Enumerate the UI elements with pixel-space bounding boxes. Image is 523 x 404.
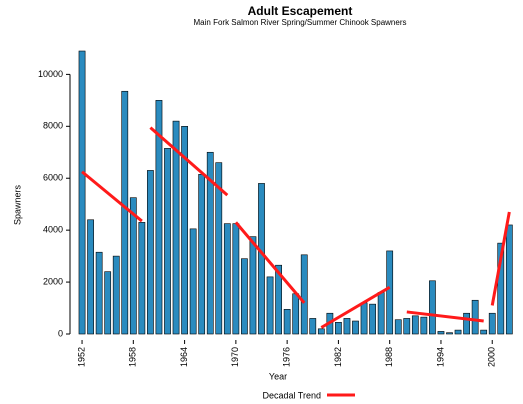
bar — [292, 293, 300, 335]
bar — [411, 315, 419, 335]
bar — [258, 183, 265, 335]
bar — [394, 319, 402, 335]
bar — [164, 148, 171, 335]
y-tick-label: 2000 — [43, 276, 63, 286]
bar — [283, 309, 291, 335]
bar — [309, 318, 317, 335]
bar — [429, 280, 436, 335]
x-tick-label: 1976 — [282, 347, 292, 367]
bar — [300, 254, 308, 335]
bar — [206, 151, 214, 335]
bar — [104, 271, 112, 335]
x-tick-label: 1958 — [128, 347, 138, 367]
trend-line — [490, 211, 511, 306]
chart-subtitle: Main Fork Salmon River Spring/Summer Chi… — [194, 18, 407, 27]
trend-line — [149, 126, 229, 197]
y-tick-label: 8000 — [43, 121, 63, 131]
bar — [403, 318, 411, 335]
x-tick-label: 1970 — [230, 347, 240, 367]
bar — [377, 292, 385, 335]
bar — [266, 276, 274, 335]
bar — [420, 316, 428, 335]
bar — [386, 250, 394, 335]
bar — [215, 162, 223, 335]
bar — [172, 120, 180, 335]
bar — [505, 224, 513, 335]
x-tick-label: 1982 — [333, 347, 343, 367]
x-tick-label: 1964 — [179, 347, 189, 367]
x-tick-label: 1988 — [384, 347, 394, 367]
bar — [463, 312, 470, 335]
bar — [147, 170, 154, 335]
y-axis-label: Spawners — [12, 184, 22, 225]
y-tick-label: 4000 — [43, 225, 63, 235]
bar — [181, 126, 188, 335]
trend-line — [234, 221, 306, 304]
bar — [241, 258, 248, 335]
x-tick-label: 1994 — [435, 347, 445, 367]
bar — [275, 264, 282, 335]
chart-title: Adult Escapement — [248, 4, 353, 18]
bar — [446, 332, 453, 335]
bar — [138, 222, 146, 335]
bar — [471, 299, 479, 335]
bar — [232, 223, 240, 335]
bar — [189, 228, 197, 335]
bar — [121, 90, 129, 335]
bar — [488, 312, 496, 335]
bar — [437, 331, 445, 335]
bar — [352, 320, 359, 335]
legend-label: Decadal Trend — [262, 390, 321, 400]
bar — [369, 303, 376, 335]
trend-line — [81, 170, 143, 223]
bar — [95, 251, 103, 335]
bar — [129, 197, 137, 335]
bar — [454, 329, 462, 335]
trend-line — [320, 285, 391, 329]
bar — [249, 236, 257, 335]
y-tick-label: 0 — [58, 328, 63, 338]
bar — [112, 255, 120, 335]
bar — [87, 219, 94, 335]
bar — [360, 302, 368, 335]
bar — [155, 100, 163, 335]
x-axis-label: Year — [269, 371, 287, 381]
bar — [480, 329, 488, 335]
bar — [223, 223, 231, 335]
x-tick-label: 1952 — [76, 347, 86, 367]
x-tick-label: 2000 — [487, 347, 497, 367]
bar — [497, 242, 505, 335]
bar — [78, 50, 86, 335]
bar — [198, 174, 206, 335]
trend-line — [406, 310, 484, 323]
bar — [335, 322, 342, 335]
bar — [343, 318, 351, 335]
y-tick-label: 10000 — [38, 69, 63, 79]
bar — [317, 328, 325, 335]
y-tick-label: 6000 — [43, 173, 63, 183]
